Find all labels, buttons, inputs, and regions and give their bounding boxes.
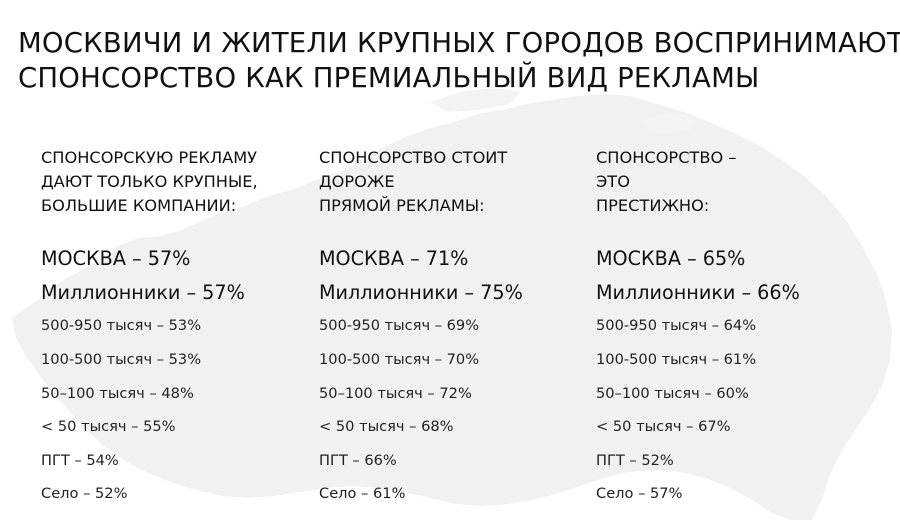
heading-line: ЭТО (596, 172, 630, 191)
stat-row: Село – 57% (596, 485, 683, 502)
stat-row: 500-950 тысяч – 53% (41, 317, 202, 334)
heading-line: БОЛЬШИЕ КОМПАНИИ: (41, 196, 237, 215)
stat-column-big-companies: СПОНСОРСКУЮ РЕКЛАМУ ДАЮТ ТОЛЬКО КРУПНЫЕ,… (41, 146, 258, 502)
heading-line: ПРЯМОЙ РЕКЛАМЫ: (319, 196, 485, 215)
stat-column-prestige: СПОНСОРСТВО – ЭТО ПРЕСТИЖНО: МОСКВА – 65… (596, 146, 800, 502)
stat-moscow: МОСКВА – 71% (319, 247, 469, 270)
stat-moscow: МОСКВА – 57% (41, 247, 191, 270)
stat-row: 100-500 тысяч – 70% (319, 351, 480, 368)
stat-row: 50–100 тысяч – 72% (319, 385, 472, 402)
stat-row: < 50 тысяч – 55% (41, 418, 176, 435)
stat-row: ПГТ – 54% (41, 452, 119, 469)
column-heading: СПОНСОРСКУЮ РЕКЛАМУ ДАЮТ ТОЛЬКО КРУПНЫЕ,… (41, 146, 258, 236)
heading-line: ПРЕСТИЖНО: (596, 196, 710, 215)
stat-row: ПГТ – 52% (596, 452, 674, 469)
column-heading: СПОНСОРСТВО – ЭТО ПРЕСТИЖНО: (596, 146, 736, 236)
stat-row: ПГТ – 66% (319, 452, 397, 469)
heading-line: ДОРОЖЕ (319, 172, 395, 191)
stat-row: 50–100 тысяч – 60% (596, 385, 749, 402)
stat-row: 100-500 тысяч – 61% (596, 351, 757, 368)
heading-line: СПОНСОРСКУЮ РЕКЛАМУ (41, 148, 258, 167)
stat-row: 100-500 тысяч – 53% (41, 351, 202, 368)
column-heading: СПОНСОРСТВО СТОИТ ДОРОЖЕ ПРЯМОЙ РЕКЛАМЫ: (319, 146, 507, 236)
heading-line: ДАЮТ ТОЛЬКО КРУПНЫЕ, (41, 172, 258, 191)
title-line-1: МОСКВИЧИ И ЖИТЕЛИ КРУПНЫХ ГОРОДОВ ВОСПРИ… (18, 27, 900, 59)
stat-row: 500-950 тысяч – 64% (596, 317, 757, 334)
page-title: МОСКВИЧИ И ЖИТЕЛИ КРУПНЫХ ГОРОДОВ ВОСПРИ… (18, 26, 900, 96)
title-line-2: СПОНСОРСТВО КАК ПРЕМИАЛЬНЫЙ ВИД РЕКЛАМЫ (18, 62, 760, 94)
stat-millionaire-cities: Миллионники – 75% (319, 281, 523, 304)
heading-line: СПОНСОРСТВО СТОИТ (319, 148, 508, 167)
stat-moscow: МОСКВА – 65% (596, 247, 746, 270)
heading-line: СПОНСОРСТВО – (596, 148, 737, 167)
stat-millionaire-cities: Миллионники – 57% (41, 281, 245, 304)
stat-row: 500-950 тысяч – 69% (319, 317, 480, 334)
stat-column-more-expensive: СПОНСОРСТВО СТОИТ ДОРОЖЕ ПРЯМОЙ РЕКЛАМЫ:… (319, 146, 523, 502)
stat-row: 50–100 тысяч – 48% (41, 385, 194, 402)
stat-row: Село – 52% (41, 485, 128, 502)
stat-row: Село – 61% (319, 485, 406, 502)
stat-row: < 50 тысяч – 67% (596, 418, 731, 435)
stat-millionaire-cities: Миллионники – 66% (596, 281, 800, 304)
stat-row: < 50 тысяч – 68% (319, 418, 454, 435)
